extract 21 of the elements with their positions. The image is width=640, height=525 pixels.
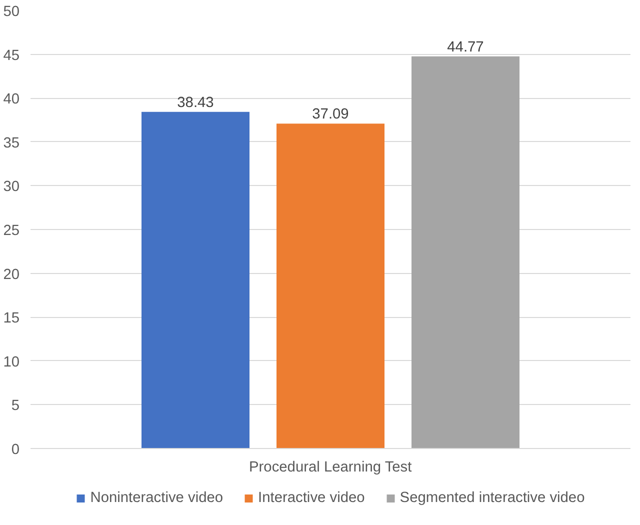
legend-label: Noninteractive video — [90, 490, 224, 506]
legend-label: Segmented interactive video — [400, 490, 585, 506]
y-tick-label: 40 — [3, 92, 20, 108]
y-tick-label: 50 — [3, 4, 20, 20]
y-tick-label: 25 — [3, 223, 20, 239]
bar — [142, 112, 250, 448]
y-tick-label: 20 — [3, 266, 20, 283]
y-tick-label: 10 — [3, 354, 20, 370]
bar — [412, 56, 520, 448]
y-tick-label: 0 — [11, 442, 20, 458]
bar — [276, 124, 384, 448]
y-tick-label: 15 — [3, 310, 20, 327]
data-label: 37.09 — [312, 106, 349, 123]
data-label: 38.43 — [177, 94, 214, 111]
y-tick-label: 35 — [3, 135, 20, 152]
data-label: 44.77 — [447, 39, 484, 56]
x-tick-label: Procedural Learning Test — [249, 460, 412, 476]
y-tick-label: 45 — [3, 48, 20, 64]
y-tick-label: 5 — [11, 398, 20, 414]
y-tick-label: 30 — [3, 179, 20, 196]
legend-label: Interactive video — [258, 490, 365, 506]
